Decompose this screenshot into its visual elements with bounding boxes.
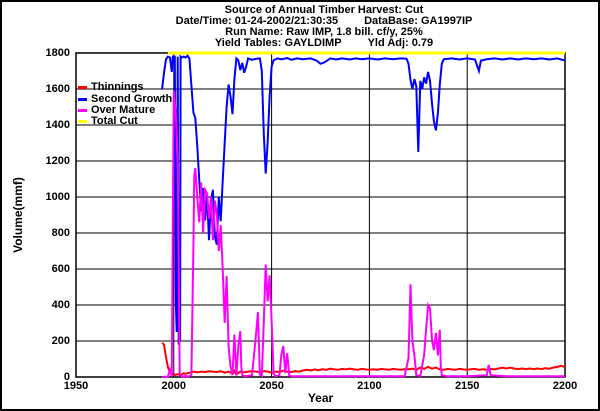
chart-subtitle-datetime-database: Date/Time: 01-24-2002/21:30:35 DataBase: … [64,16,584,27]
chart-title: Source of Annual Timber Harvest: Cut [224,4,424,16]
legend-item-over-mature: Over Mature [78,104,172,116]
y-tick-label: 1200 [45,155,70,167]
y-tick-label: 200 [51,335,70,347]
y-tick-label: 800 [51,227,70,239]
yield-adj-text: Yld Adj: 0.79 [367,37,434,49]
legend-marker-total-cut [78,120,87,124]
datetime-text: Date/Time: 01-24-2002/21:30:35 [175,15,339,27]
series-line-over-mature [162,90,565,378]
database-text: DataBase: GA1997IP [364,15,473,27]
legend-marker-thinnings [78,86,87,90]
yield-tables-text: Yield Tables: GAYLDIMP [214,37,342,49]
x-tick-label: 2000 [161,380,187,392]
y-tick-label: 600 [51,263,70,275]
x-tick-label: 2150 [454,380,480,392]
y-tick-label: 1400 [45,119,70,131]
x-tick-label: 1950 [63,380,89,392]
series-line-thinnings [161,342,566,377]
legend-item-second-growth: Second Growth [78,93,172,104]
y-tick-label: 1000 [45,191,70,203]
legend-marker-second-growth [78,97,87,101]
x-tick-label: 2200 [552,380,578,392]
x-axis-title: Year [307,391,334,405]
y-tick-label: 400 [51,299,70,311]
series-line-second-growth [161,54,566,345]
y-tick-label: 0 [63,371,70,383]
x-tick-label: 2050 [259,380,284,392]
run-name-text: Run Name: Raw IMP, 1.8 bill. cf/y, 25% [225,26,423,38]
legend-marker-over-mature [78,108,87,112]
legend: Thinnings Second Growth Over Mature Tota… [78,82,172,128]
chart-title-block: Source of Annual Timber Harvest: Cut Dat… [64,5,584,49]
legend-item-total-cut: Total Cut [78,116,172,127]
y-tick-label: 1800 [45,47,70,59]
legend-item-thinnings: Thinnings [78,82,172,93]
x-tick-label: 2100 [357,380,382,392]
chart-subtitle-yield-adj: Yield Tables: GAYLDIMP Yld Adj: 0.79 [64,38,584,49]
y-tick-label: 1600 [45,83,70,95]
